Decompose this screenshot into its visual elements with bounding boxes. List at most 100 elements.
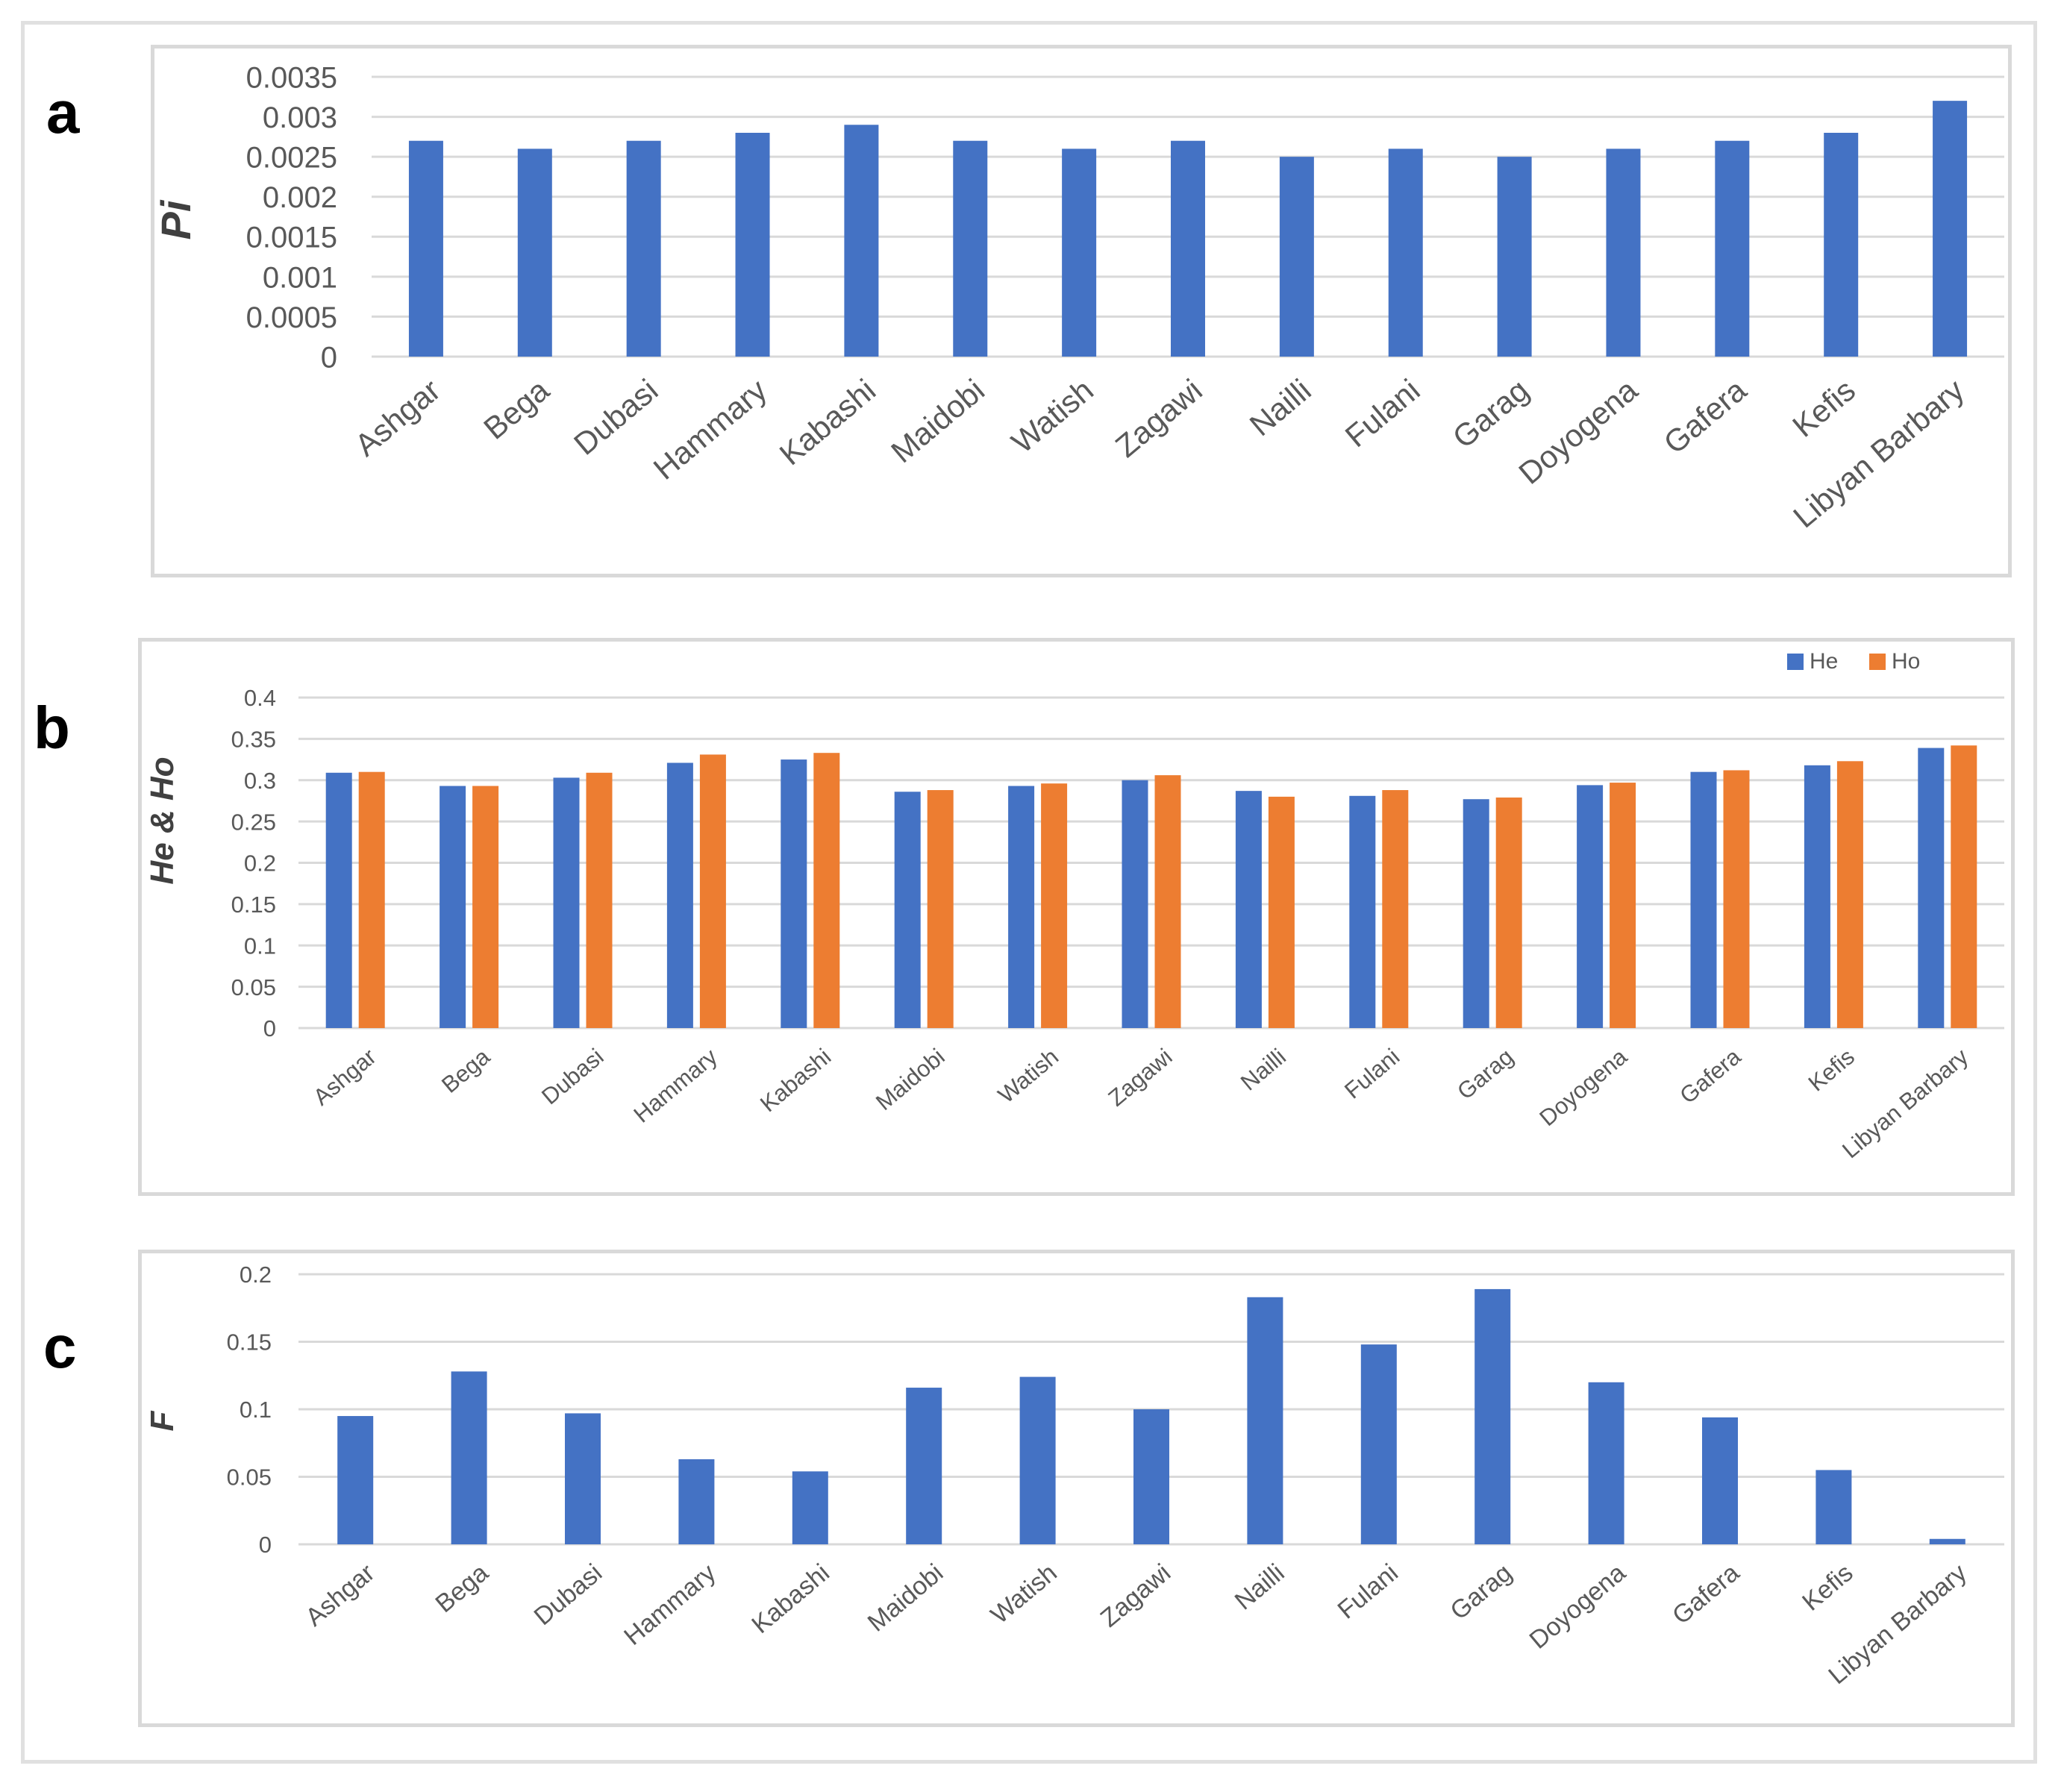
- panel-c-ytick-label: 0.2: [240, 1262, 272, 1288]
- panel-a-bar-pi-gafera: [1715, 140, 1750, 357]
- panel-c-ytick-label: 0.15: [227, 1329, 272, 1356]
- panel-a-xtick-label: Dubasi: [567, 372, 664, 462]
- panel-a-xtick-label: Kabashi: [773, 372, 882, 472]
- panel-b-ytick-label: 0.4: [244, 685, 276, 711]
- panel-c-bar-f-maidobi: [906, 1388, 942, 1544]
- panel-b-xtick-label: Doyogena: [1534, 1043, 1632, 1131]
- panel-c-xtick-label: Ashgar: [300, 1558, 380, 1632]
- panel-a-ytick-label: 0.002: [263, 181, 337, 214]
- panel-a-bar-pi-maidobi: [953, 140, 988, 357]
- panel-a-bar-pi-dubasi: [626, 140, 661, 357]
- panel-b-xtick-label: Hammary: [628, 1043, 722, 1127]
- panel-c-xtick-label: Zagawi: [1095, 1558, 1176, 1633]
- panel-a-bar-pi-watish: [1062, 148, 1097, 357]
- panel-label-c: c: [43, 1314, 77, 1380]
- panel-a-bar-pi-kefis: [1824, 133, 1859, 357]
- panel-b-bar-he-doyogena: [1577, 785, 1604, 1028]
- panel-b-ytick-label: 0: [263, 1015, 276, 1041]
- panel-b-bar-ho-dubasi: [586, 772, 613, 1028]
- panel-c-xtick-label: Doyogena: [1524, 1558, 1631, 1655]
- panel-b-xtick-label: Kefis: [1804, 1044, 1860, 1097]
- panel-b-bar-he-ashgar: [325, 772, 352, 1028]
- panel-b-bar-he-fulani: [1349, 795, 1376, 1028]
- panel-b-bar-he-kefis: [1804, 765, 1830, 1028]
- panel-b-bar-ho-watish: [1041, 783, 1068, 1028]
- panel-b-xtick-label: Watish: [993, 1044, 1063, 1109]
- panel-c-bar-f-libyan-barbary: [1929, 1538, 1965, 1544]
- panel-b-bar-ho-hammary: [699, 754, 726, 1028]
- panel-c-bar-f-hammary: [678, 1459, 715, 1544]
- panel-b-bar-he-bega: [440, 786, 466, 1028]
- panel-b-xtick-label: Kabashi: [755, 1044, 836, 1118]
- panel-b-xtick-label: Maidobi: [871, 1044, 950, 1116]
- panel-b-xtick-label: Fulani: [1339, 1044, 1404, 1104]
- panel-c-xtick-label: Fulani: [1333, 1558, 1404, 1625]
- panel-b-bar-ho-fulani: [1382, 790, 1409, 1028]
- panel-b-legend-swatch-ho: [1869, 654, 1886, 670]
- panel-label-a: a: [46, 79, 80, 145]
- panel-b-bar-ho-zagawi: [1154, 775, 1181, 1028]
- panel-c-bar-f-bega: [451, 1371, 487, 1544]
- panel-b-xtick-label: Gafera: [1674, 1043, 1746, 1109]
- panel-b-legend-label-he: He: [1810, 649, 1838, 674]
- panel-b-bar-he-maidobi: [894, 792, 921, 1028]
- panel-c-bar-f-watish: [1019, 1376, 1056, 1544]
- panel-b-bar-he-dubasi: [553, 777, 580, 1028]
- panel-b-xtick-label: Bega: [437, 1043, 495, 1098]
- panel-b-bar-ho-garag: [1495, 798, 1522, 1028]
- panel-c-bar-f-kabashi: [792, 1471, 828, 1544]
- panel-b-bar-he-gafera: [1690, 771, 1717, 1028]
- panel-a-ylabel: Pi: [152, 199, 199, 239]
- panel-a-xtick-label: Watish: [1005, 372, 1100, 460]
- panel-c-bar-f-zagawi: [1133, 1409, 1169, 1544]
- panel-a-xtick-label: Nailli: [1243, 372, 1318, 443]
- panel-c-bar-f-kefis: [1816, 1470, 1852, 1544]
- panel-b-ytick-label: 0.3: [244, 768, 276, 794]
- panel-a-xtick-label: Ashgar: [348, 372, 447, 463]
- panel-c-ylabel: F: [144, 1410, 181, 1431]
- panel-c-xtick-label: Bega: [430, 1558, 493, 1618]
- panel-a-ytick-label: 0.0005: [246, 301, 337, 334]
- panel-b-legend-label-ho: Ho: [1892, 649, 1920, 674]
- panel-b-ytick-label: 0.35: [231, 727, 276, 753]
- panel-b-xtick-label: Dubasi: [537, 1044, 608, 1110]
- panel-c-ytick-label: 0.1: [240, 1397, 272, 1423]
- panel-b-legend-swatch-he: [1787, 654, 1804, 670]
- panel-a-xtick-label: Fulani: [1339, 372, 1427, 454]
- panel-c-ytick-label: 0.05: [227, 1464, 272, 1491]
- panel-a-xtick-label: Gafera: [1657, 372, 1754, 460]
- panel-c-bar-f-garag: [1474, 1288, 1511, 1544]
- panel-b-ytick-label: 0.2: [244, 850, 276, 877]
- panel-b-bar-ho-kefis: [1836, 761, 1863, 1028]
- panel-b-bar-ho-libyan-barbary: [1951, 745, 1977, 1028]
- panel-a-bar-pi-hammary: [735, 133, 770, 357]
- panel-c-bar-f-dubasi: [565, 1413, 601, 1544]
- panel-b-ytick-label: 0.1: [244, 933, 276, 959]
- panel-b-bar-ho-bega: [472, 786, 499, 1028]
- panel-b-bar-he-libyan-barbary: [1918, 748, 1945, 1028]
- panel-a-bar-pi-libyan-barbary: [1933, 101, 1968, 357]
- panel-label-b: b: [34, 695, 70, 761]
- panel-b-bar-ho-ashgar: [358, 771, 385, 1028]
- panel-a-xtick-label: Maidobi: [884, 372, 991, 470]
- panel-a-bar-pi-zagawi: [1171, 140, 1205, 357]
- panel-c-bar-f-doyogena: [1588, 1382, 1624, 1544]
- panel-a-xtick-label: Doyogena: [1512, 372, 1644, 490]
- panel-b-bar-he-garag: [1463, 799, 1489, 1028]
- panel-a-xtick-label: Zagawi: [1109, 372, 1209, 464]
- panel-c-xtick-label: Kefis: [1797, 1558, 1858, 1617]
- panel-b-xtick-label: Ashgar: [308, 1044, 381, 1111]
- panel-b-xtick-label: Nailli: [1236, 1044, 1291, 1096]
- panel-b-xtick-label: Libyan Barbary: [1837, 1043, 1974, 1163]
- panel-a-frame: [151, 45, 2012, 577]
- panel-c-xtick-label: Hammary: [619, 1558, 721, 1651]
- panel-b-bar-ho-doyogena: [1610, 783, 1636, 1028]
- panel-b-bar-he-hammary: [666, 762, 693, 1028]
- panel-c-xtick-label: Dubasi: [529, 1558, 608, 1631]
- panel-a-xtick-label: Garag: [1446, 372, 1536, 455]
- panel-c-xtick-label: Nailli: [1230, 1558, 1290, 1615]
- panel-c-ytick-label: 0: [259, 1532, 272, 1558]
- panel-a-bar-pi-kabashi: [844, 125, 879, 357]
- panel-a-xtick-label: Bega: [477, 372, 556, 445]
- panel-b-bar-ho-nailli: [1268, 796, 1295, 1028]
